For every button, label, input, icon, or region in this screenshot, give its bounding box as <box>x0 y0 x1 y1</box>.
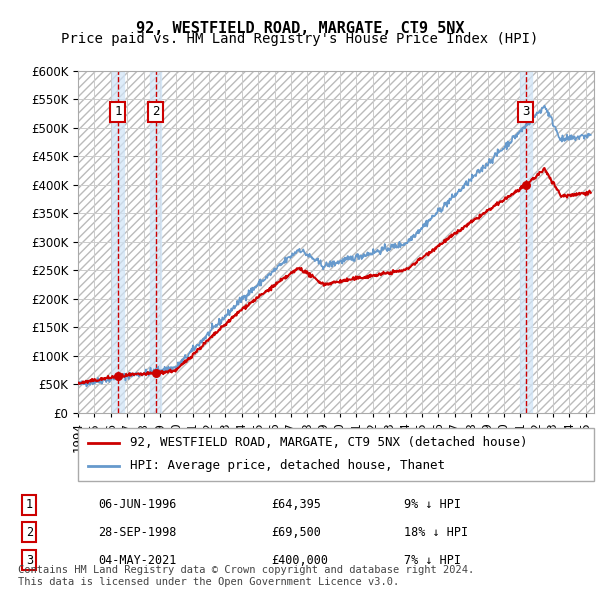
Text: 2: 2 <box>26 526 33 539</box>
Bar <box>150 71 161 413</box>
HPI: Average price, detached house, Thanet: (2.02e+03, 5.39e+05): Average price, detached house, Thanet: (… <box>541 102 548 109</box>
Text: 1: 1 <box>114 106 122 119</box>
Text: 06-JUN-1996: 06-JUN-1996 <box>98 498 177 511</box>
Text: Contains HM Land Registry data © Crown copyright and database right 2024.
This d: Contains HM Land Registry data © Crown c… <box>18 565 474 587</box>
92, WESTFIELD ROAD, MARGATE, CT9 5NX (detached house) <box>401 267 409 274</box>
HPI: Average price, detached house, Thanet: (1.99e+03, 4.68e+04): Average price, detached house, Thanet: (… <box>83 383 90 390</box>
FancyBboxPatch shape <box>78 428 594 481</box>
HPI: Average price, detached house, Thanet: (2.02e+03, 4e+05): Average price, detached house, Thanet: (… <box>464 182 471 189</box>
92, WESTFIELD ROAD, MARGATE, CT9 5NX (detached house) <box>464 220 471 227</box>
Text: £64,395: £64,395 <box>271 498 321 511</box>
Text: HPI: Average price, detached house, Thanet: HPI: Average price, detached house, Than… <box>130 460 445 473</box>
Text: 3: 3 <box>26 553 33 566</box>
Text: 18% ↓ HPI: 18% ↓ HPI <box>404 526 468 539</box>
Text: 9% ↓ HPI: 9% ↓ HPI <box>404 498 461 511</box>
HPI: Average price, detached house, Thanet: (2.01e+03, 2.83e+05): Average price, detached house, Thanet: (… <box>373 248 380 255</box>
Text: 2: 2 <box>152 106 160 119</box>
HPI: Average price, detached house, Thanet: (2.02e+03, 4.95e+05): Average price, detached house, Thanet: (… <box>517 127 524 135</box>
92, WESTFIELD ROAD, MARGATE, CT9 5NX (detached house) <box>106 375 113 382</box>
92, WESTFIELD ROAD, MARGATE, CT9 5NX (detached house) <box>75 380 82 387</box>
Text: 92, WESTFIELD ROAD, MARGATE, CT9 5NX (detached house): 92, WESTFIELD ROAD, MARGATE, CT9 5NX (de… <box>130 436 527 449</box>
Text: £69,500: £69,500 <box>271 526 321 539</box>
Text: 28-SEP-1998: 28-SEP-1998 <box>98 526 177 539</box>
Bar <box>112 71 124 413</box>
Text: 92, WESTFIELD ROAD, MARGATE, CT9 5NX: 92, WESTFIELD ROAD, MARGATE, CT9 5NX <box>136 21 464 35</box>
HPI: Average price, detached house, Thanet: (2.01e+03, 2.98e+05): Average price, detached house, Thanet: (… <box>401 240 409 247</box>
92, WESTFIELD ROAD, MARGATE, CT9 5NX (detached house) <box>373 273 380 280</box>
Point <box>521 180 530 189</box>
Text: £400,000: £400,000 <box>271 553 328 566</box>
Line: HPI: Average price, detached house, Thanet: HPI: Average price, detached house, Than… <box>78 106 591 386</box>
HPI: Average price, detached house, Thanet: (2.03e+03, 4.88e+05): Average price, detached house, Thanet: (… <box>587 132 595 139</box>
Point <box>113 372 122 381</box>
92, WESTFIELD ROAD, MARGATE, CT9 5NX (detached house) <box>541 165 548 172</box>
Text: Price paid vs. HM Land Registry's House Price Index (HPI): Price paid vs. HM Land Registry's House … <box>61 32 539 47</box>
92, WESTFIELD ROAD, MARGATE, CT9 5NX (detached house) <box>517 184 524 191</box>
Bar <box>520 71 532 413</box>
Point <box>151 369 160 378</box>
Line: 92, WESTFIELD ROAD, MARGATE, CT9 5NX (detached house): 92, WESTFIELD ROAD, MARGATE, CT9 5NX (de… <box>78 168 591 384</box>
HPI: Average price, detached house, Thanet: (1.99e+03, 5.15e+04): Average price, detached house, Thanet: (… <box>74 380 82 387</box>
92, WESTFIELD ROAD, MARGATE, CT9 5NX (detached house) <box>74 379 82 386</box>
92, WESTFIELD ROAD, MARGATE, CT9 5NX (detached house) <box>386 271 394 278</box>
HPI: Average price, detached house, Thanet: (2.01e+03, 2.88e+05): Average price, detached house, Thanet: (… <box>386 245 394 253</box>
Text: 3: 3 <box>522 106 530 119</box>
HPI: Average price, detached house, Thanet: (2e+03, 6.08e+04): Average price, detached house, Thanet: (… <box>106 375 113 382</box>
92, WESTFIELD ROAD, MARGATE, CT9 5NX (detached house) <box>587 189 595 196</box>
Text: 1: 1 <box>26 498 33 511</box>
Text: 04-MAY-2021: 04-MAY-2021 <box>98 553 177 566</box>
Text: 7% ↓ HPI: 7% ↓ HPI <box>404 553 461 566</box>
